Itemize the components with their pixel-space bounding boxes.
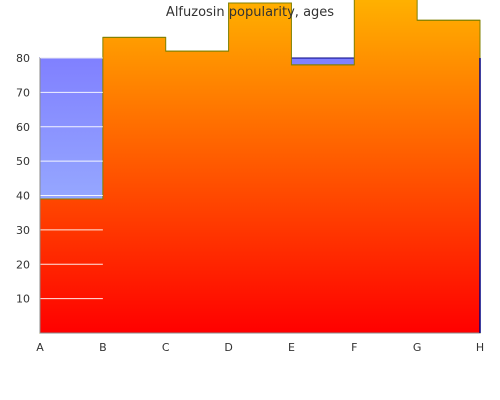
y-tick-label-50: 50 (16, 155, 30, 168)
y-tick-label-30: 30 (16, 224, 30, 237)
y-tick-label-70: 70 (16, 86, 30, 99)
y-tick-label-60: 60 (16, 121, 30, 134)
chart-title: Alfuzosin popularity, ages (166, 5, 334, 20)
series-1 (39, 0, 481, 334)
y-tick-label-20: 20 (16, 258, 30, 271)
y-tick-label-40: 40 (16, 190, 30, 203)
y-tick-label-80: 80 (16, 52, 30, 65)
series-layer (39, 0, 481, 334)
series-1-area (39, 0, 481, 334)
x-tick-label-D: D (224, 341, 232, 354)
x-tick-label-B: B (99, 341, 107, 354)
label-layer: 10 20 30 40 50 60 70 80 A B C D E F G H (16, 52, 484, 354)
gridline-layer (40, 57, 103, 300)
x-tick-label-E: E (288, 341, 295, 354)
x-tick-label-F: F (351, 341, 357, 354)
x-tick-label-C: C (162, 341, 170, 354)
x-tick-label-H: H (476, 341, 484, 354)
y-tick-label-10: 10 (16, 293, 30, 306)
axis-layer (39, 58, 481, 334)
x-tick-label-A: A (36, 341, 44, 354)
x-tick-label-G: G (413, 341, 422, 354)
